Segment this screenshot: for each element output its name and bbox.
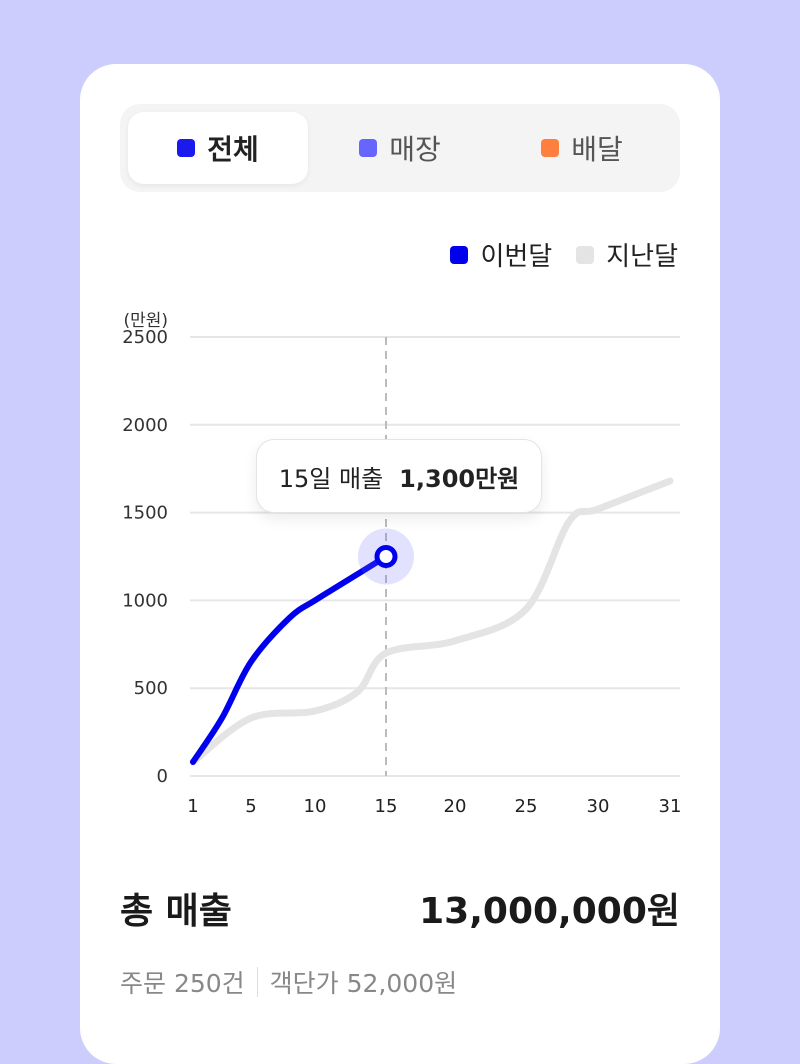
series-line-this-month <box>190 553 389 765</box>
x-tick-label: 10 <box>304 796 327 817</box>
x-tick-label: 20 <box>444 796 467 817</box>
summary-details: 주문 250건 객단가 52,000원 <box>120 964 457 1000</box>
tooltip: 15일 매출 1,300만원 <box>256 439 542 513</box>
y-tick-label: 2500 <box>122 327 168 348</box>
divider <box>256 967 258 997</box>
total-sales: 총 매출 13,000,000원 <box>120 882 680 934</box>
y-tick-label: 0 <box>157 766 168 787</box>
legend-label: 지난달 <box>606 242 678 272</box>
swatch-icon <box>576 245 595 264</box>
total-value: 13,000,000원 <box>419 891 680 932</box>
sales-card: 전체 매장 배달 이번달 지난달 0 500 1000 1500 2000 2500 (만원… <box>80 64 720 1064</box>
y-tick-label: 2000 <box>122 415 168 436</box>
x-tick-label: 25 <box>515 796 538 817</box>
tab-store[interactable]: 매장 <box>310 112 490 184</box>
chart-legend: 이번달 지난달 <box>450 236 678 273</box>
x-tick-label: 30 <box>587 796 610 817</box>
tab-delivery[interactable]: 배달 <box>492 112 672 184</box>
highlight-point <box>374 545 398 568</box>
channel-tabs: 전체 매장 배달 <box>120 104 680 192</box>
total-title: 총 매출 <box>120 891 232 932</box>
order-count: 주문 250건 <box>120 969 245 998</box>
tooltip-value: 1,300만원 <box>399 464 520 493</box>
tab-all[interactable]: 전체 <box>128 112 308 184</box>
swatch-icon <box>450 245 469 264</box>
series-line-last-month <box>189 477 674 766</box>
tab-label: 매장 <box>389 133 441 166</box>
swatch-icon <box>177 139 196 157</box>
legend-last-month: 지난달 <box>576 236 678 273</box>
tooltip-label: 15일 매출 <box>278 464 384 493</box>
avg-order-value: 객단가 52,000원 <box>269 969 458 998</box>
swatch-icon <box>541 139 560 157</box>
x-tick-label: 1 <box>187 796 198 817</box>
tab-label: 배달 <box>571 133 623 166</box>
x-tick-label: 31 <box>659 796 682 817</box>
x-tick-label: 5 <box>245 796 256 817</box>
y-tick-label: 1000 <box>122 590 168 611</box>
y-tick-label: 1500 <box>122 503 168 524</box>
x-tick-label: 15 <box>375 796 398 817</box>
y-axis-unit: (만원) <box>123 311 168 331</box>
tab-label: 전체 <box>207 133 259 166</box>
legend-this-month: 이번달 <box>450 236 552 273</box>
y-tick-label: 500 <box>134 678 168 699</box>
legend-label: 이번달 <box>480 242 553 272</box>
swatch-icon <box>359 139 378 157</box>
